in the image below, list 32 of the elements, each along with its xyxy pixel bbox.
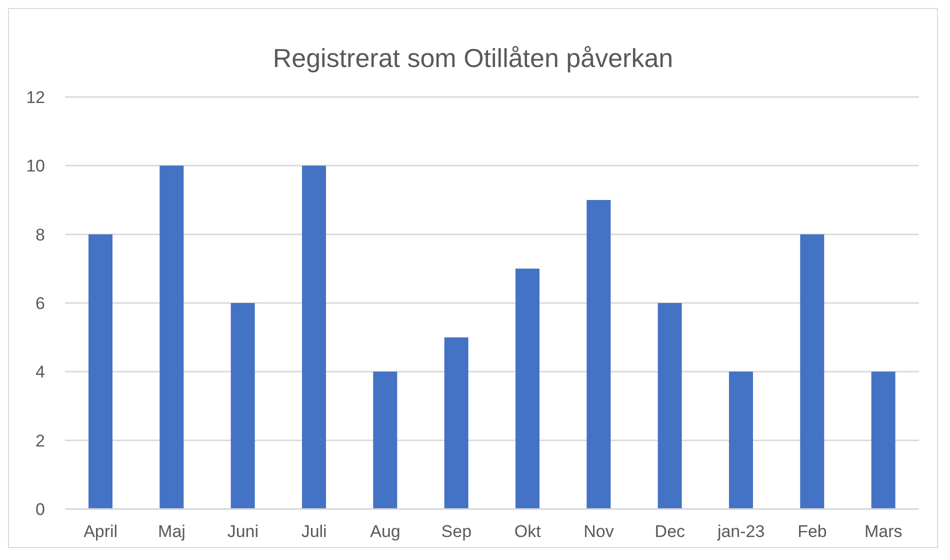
x-tick-label: Nov xyxy=(584,522,614,542)
x-tick-label: Dec xyxy=(654,522,686,542)
x-tick-label: Feb xyxy=(798,522,827,542)
x-tick-label: Sep xyxy=(441,522,472,542)
bar xyxy=(515,268,540,509)
y-tick-label: 6 xyxy=(36,294,45,314)
x-tick-label: Okt xyxy=(514,522,542,542)
y-tick-label: 4 xyxy=(36,362,45,382)
bar xyxy=(302,166,326,509)
x-tick-label: Mars xyxy=(864,522,902,542)
chart-title: Registrerat som Otillåten påverkan xyxy=(272,43,674,75)
y-tick-label: 8 xyxy=(36,225,45,244)
bar xyxy=(586,200,611,509)
bar xyxy=(230,303,255,509)
x-tick-label: Aug xyxy=(370,522,400,542)
bar xyxy=(160,166,184,509)
bar xyxy=(444,337,468,509)
bar xyxy=(373,372,398,509)
bar xyxy=(800,234,824,509)
x-tick-label: Juni xyxy=(227,522,259,542)
x-tick-label: Maj xyxy=(158,522,186,542)
x-tick-label: Juli xyxy=(301,522,327,542)
bar xyxy=(658,303,682,509)
bar xyxy=(88,234,112,509)
y-tick-label: 12 xyxy=(26,88,45,108)
x-tick-label: jan-23 xyxy=(716,522,765,542)
bar xyxy=(728,372,753,509)
bar xyxy=(871,372,896,509)
y-tick-label: 0 xyxy=(36,500,45,520)
y-tick-label: 10 xyxy=(26,156,45,176)
y-tick-label: 2 xyxy=(36,431,45,450)
x-tick-label: April xyxy=(84,522,118,542)
